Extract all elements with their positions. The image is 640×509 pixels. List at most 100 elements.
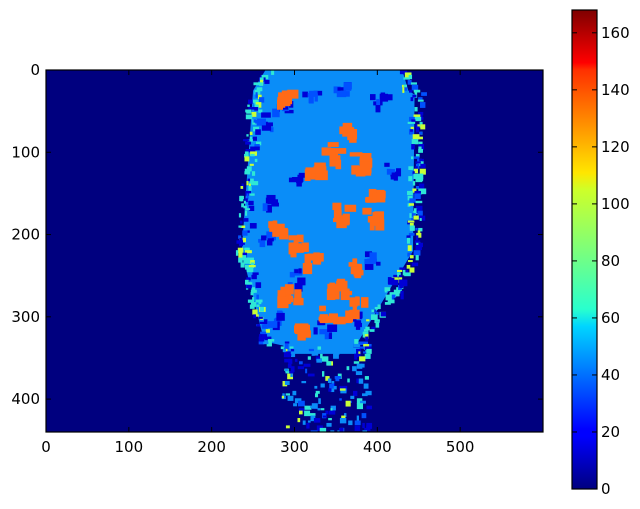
dark-speck: [294, 269, 299, 274]
colorbar-tick-label: 140: [601, 81, 630, 99]
trail-speck: [330, 430, 335, 432]
edge-speck: [245, 141, 251, 145]
edge-speck: [403, 70, 408, 74]
trail-speck: [321, 356, 329, 362]
trail-speck: [302, 341, 305, 347]
dark-speck: [343, 82, 352, 90]
edge-speck: [409, 89, 413, 93]
trail-speck: [307, 356, 311, 360]
trail-speck: [288, 371, 294, 374]
trail-speck: [362, 422, 365, 429]
edge-speck: [258, 316, 263, 319]
edge-speck: [245, 114, 253, 120]
trail-speck: [353, 361, 360, 364]
edge-speck: [260, 331, 267, 335]
dark-speck: [284, 109, 294, 114]
edge-speck: [246, 109, 252, 114]
y-tick-label: 100: [11, 143, 40, 161]
trail-speck: [288, 353, 292, 356]
edge-speck: [252, 136, 257, 141]
edge-speck: [259, 77, 264, 82]
edge-speck: [289, 346, 294, 349]
edge-speck: [417, 99, 424, 102]
edge-speck: [367, 326, 370, 331]
dark-speck: [376, 99, 381, 106]
edge-speck: [240, 220, 243, 224]
dark-speck: [288, 177, 297, 183]
orange-patch: [273, 223, 285, 232]
trail-speck: [297, 366, 305, 370]
orange-patch: [345, 311, 353, 324]
trail-speck: [352, 366, 357, 372]
edge-speck: [411, 119, 416, 123]
trail-speck: [326, 361, 332, 366]
orange-patch: [355, 297, 360, 306]
edge-speck: [240, 242, 245, 245]
orange-patch: [284, 284, 294, 295]
edge-speck: [248, 183, 251, 187]
trail-speck: [302, 420, 306, 425]
edge-speck: [387, 299, 395, 304]
orange-patch: [342, 213, 350, 225]
x-tick-label: 500: [446, 438, 475, 456]
edge-speck: [259, 82, 263, 86]
trail-speck: [314, 385, 318, 389]
trail-speck: [356, 415, 359, 421]
dark-speck: [261, 125, 272, 131]
trail-speck: [281, 395, 285, 399]
edge-speck: [259, 321, 266, 325]
trail-speck: [330, 405, 336, 411]
edge-speck: [414, 190, 421, 194]
trail-speck: [291, 368, 294, 372]
edge-speck: [243, 205, 247, 209]
edge-speck: [409, 213, 412, 218]
edge-speck: [246, 193, 249, 200]
edge-speck: [240, 225, 246, 228]
edge-speck: [418, 97, 423, 100]
orange-patch: [342, 122, 353, 130]
edge-speck: [257, 94, 262, 100]
trail-speck: [306, 422, 310, 429]
orange-patch: [277, 296, 289, 309]
dark-speck: [272, 108, 280, 118]
edge-speck: [235, 250, 239, 256]
colorbar-tick-label: 120: [601, 138, 630, 156]
dark-speck: [261, 112, 271, 118]
edge-speck: [248, 264, 256, 268]
dark-speck: [256, 118, 266, 126]
edge-speck: [415, 235, 419, 241]
edge-speck: [244, 247, 249, 251]
orange-patch: [359, 161, 372, 174]
edge-speck: [244, 151, 249, 156]
orange-patch: [347, 128, 353, 141]
edge-speck: [408, 203, 415, 206]
orange-patch: [367, 216, 380, 223]
edge-speck: [380, 311, 387, 317]
trail-speck: [353, 390, 358, 397]
trail-speck: [356, 398, 363, 404]
edge-speck: [250, 302, 257, 307]
trail-speck: [282, 380, 288, 387]
trail-speck: [320, 353, 323, 359]
edge-speck: [412, 134, 420, 140]
edge-speck: [403, 84, 407, 88]
edge-speck: [255, 94, 260, 98]
trail-speck: [298, 408, 305, 412]
edge-speck: [245, 210, 248, 216]
orange-patch: [333, 218, 346, 223]
edge-speck: [409, 198, 416, 203]
edge-speck: [406, 264, 411, 269]
edge-speck: [392, 277, 399, 283]
edge-speck: [248, 99, 253, 104]
dark-speck: [384, 162, 390, 167]
trail-speck: [317, 408, 321, 411]
edge-speck: [407, 190, 413, 196]
orange-patch: [333, 148, 347, 154]
trail-speck: [297, 418, 301, 423]
dark-speck: [364, 261, 374, 270]
orange-patch: [350, 266, 362, 275]
edge-speck: [412, 94, 417, 98]
edge-speck: [258, 336, 265, 343]
trail-speck: [361, 413, 367, 419]
edge-speck: [417, 124, 420, 127]
